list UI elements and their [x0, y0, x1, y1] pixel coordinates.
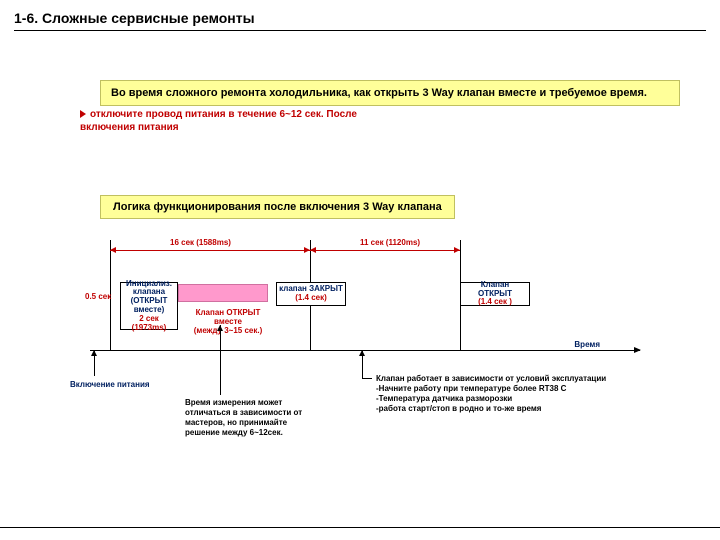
note2-line2: -Температура датчика разморозки — [376, 394, 616, 404]
note1-text: Время измерения может отличаться в завис… — [185, 398, 315, 438]
half-sec-label: 0.5 сек — [85, 292, 111, 301]
box-open: Клапан ОТКРЫТ (1.4 сек ) — [460, 282, 530, 306]
box-open-sub: (1.4 сек ) — [463, 298, 527, 307]
subtitle-callout: Во время сложного ремонта холодильника, … — [100, 80, 680, 106]
dim-label-2: 11 сек (1120ms) — [360, 238, 420, 247]
footer-rule — [0, 527, 720, 528]
dim-label-1: 16 сек (1588ms) — [170, 238, 231, 247]
pink-label-main: Клапан ОТКРЫТ вместе — [196, 308, 261, 326]
page-header: 1-6. Сложные сервисные ремонты — [0, 0, 720, 35]
pink-label-sub: (между 3~15 сек.) — [194, 326, 262, 335]
header-rule — [14, 30, 706, 31]
note2-title: Клапан работает в зависимости от условий… — [376, 374, 616, 384]
box-init-main: Инициализ. клапана (ОТКРЫТ вместе) — [123, 280, 175, 315]
time-axis-label: Время — [574, 340, 600, 349]
power-on-arrow — [94, 350, 95, 376]
logic-title-box: Логика функционирования после включения … — [100, 195, 455, 219]
unplug-instruction: отключите провод питания в течение 6~12 … — [80, 108, 400, 134]
page-title: 1-6. Сложные сервисные ремонты — [14, 10, 706, 26]
timing-diagram: 16 сек (1588ms) 11 сек (1120ms) 0.5 сек … — [80, 230, 640, 430]
box-closed: клапан ЗАКРЫТ (1.4 сек) — [276, 282, 346, 306]
pink-label: Клапан ОТКРЫТ вместе (между 3~15 сек.) — [192, 308, 264, 335]
dim-line-2 — [310, 250, 460, 251]
instruction-text: отключите провод питания в течение 6~12 … — [80, 109, 357, 133]
power-on-label: Включение питания — [70, 380, 150, 389]
note2-block: Клапан работает в зависимости от условий… — [376, 374, 616, 414]
note2-arrow — [362, 350, 363, 378]
dim-line-1 — [110, 250, 310, 251]
note2-elbow — [362, 378, 372, 379]
time-axis — [90, 350, 640, 351]
note2-line3: -работа старт/стоп в родно и то-же время — [376, 404, 616, 414]
box-closed-sub: (1.4 сек) — [279, 294, 343, 303]
box-init: Инициализ. клапана (ОТКРЫТ вместе) 2 сек… — [120, 282, 178, 330]
note1-arrow — [220, 325, 221, 395]
pink-measure-band — [178, 284, 268, 302]
box-open-main: Клапан ОТКРЫТ — [463, 281, 527, 299]
note2-line1: -Начните работу при температуре более RT… — [376, 384, 616, 394]
triangle-bullet-icon — [80, 110, 86, 118]
box-init-sub: 2 сек (1973ms) — [123, 315, 175, 333]
